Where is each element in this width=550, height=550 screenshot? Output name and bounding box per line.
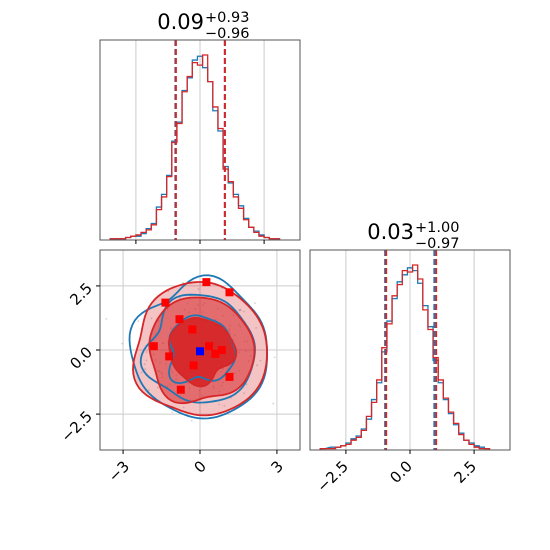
title-plus: +0.93 xyxy=(205,10,249,26)
title-plus: +1.00 xyxy=(415,220,459,236)
red-marker xyxy=(161,298,170,307)
y-tick-label: 2.5 xyxy=(66,279,96,309)
histogram-panel-param2: −2.5 0.0 2.5 0.03 +1.00 −0.97 xyxy=(309,220,511,496)
red-marker xyxy=(149,342,158,351)
x-tick-label: −3 xyxy=(105,457,133,485)
red-marker xyxy=(202,278,211,287)
x-tick-label: 0 xyxy=(191,457,210,476)
quantile-lines xyxy=(384,250,438,450)
x-ticks: −2.5 0.0 2.5 xyxy=(313,450,480,496)
sample-point xyxy=(150,317,153,320)
sample-point xyxy=(243,310,245,313)
sample-point xyxy=(144,368,147,371)
contour-panel: −3 0 3 −2.5 0.0 2.5 xyxy=(58,249,301,486)
panel-title: 0.09 xyxy=(157,10,204,34)
x-ticks: −3 0 3 xyxy=(105,450,287,486)
histogram-step-red xyxy=(109,54,281,240)
sample-point xyxy=(255,327,258,329)
histogram-step-red xyxy=(319,264,491,450)
red-marker xyxy=(225,288,234,297)
blue-contour-line xyxy=(139,293,256,404)
red-marker xyxy=(175,315,184,324)
sample-point xyxy=(238,308,241,311)
title-minus: −0.96 xyxy=(205,26,249,42)
red-contour-line xyxy=(148,296,256,405)
sample-point xyxy=(256,364,258,367)
title-value: 0.09 xyxy=(157,10,204,34)
sample-point xyxy=(245,383,248,386)
red-marker xyxy=(176,385,185,394)
grid xyxy=(345,250,475,450)
sample-point xyxy=(121,342,123,345)
blue-contour-lines xyxy=(128,274,268,420)
sample-point xyxy=(147,389,150,392)
x-ticks xyxy=(135,240,265,244)
sample-point xyxy=(167,290,170,293)
x-tick-label: 2.5 xyxy=(451,457,481,487)
sample-point xyxy=(171,411,174,413)
title-minus: −0.97 xyxy=(415,236,459,252)
sample-point xyxy=(156,386,159,389)
x-tick-label: −2.5 xyxy=(313,457,351,495)
red-marker xyxy=(188,325,197,334)
sample-point xyxy=(182,406,185,409)
red-marker xyxy=(189,361,198,370)
marker-points xyxy=(149,278,234,394)
red-marker xyxy=(165,352,174,361)
panel-title: 0.03 xyxy=(367,220,414,244)
grid xyxy=(135,40,265,240)
red-marker xyxy=(211,349,220,358)
sample-point xyxy=(105,318,108,320)
sample-point xyxy=(197,288,200,290)
red-marker xyxy=(225,372,234,381)
sample-point xyxy=(145,359,148,362)
sample-point xyxy=(190,419,193,422)
quantile-lines xyxy=(174,40,226,240)
sample-point xyxy=(273,356,276,359)
histogram-series xyxy=(319,264,491,450)
sample-point xyxy=(182,281,184,284)
sample-point xyxy=(218,403,221,406)
x-tick-label: 3 xyxy=(267,457,286,476)
sample-point xyxy=(254,302,256,304)
sample-point xyxy=(272,402,275,405)
contour-body xyxy=(105,274,276,422)
sample-point xyxy=(179,297,181,299)
red-marker xyxy=(205,342,213,351)
x-tick-label: 0.0 xyxy=(386,457,416,487)
sample-point xyxy=(140,371,143,374)
title-value: 0.03 xyxy=(367,220,414,244)
blue-contour-line xyxy=(168,314,237,385)
histogram-panel-param1: 0.09 +0.93 −0.96 xyxy=(99,10,301,244)
y-tick-label: −2.5 xyxy=(58,407,96,445)
red-marker xyxy=(217,346,226,354)
sample-point xyxy=(259,359,262,362)
sample-point xyxy=(243,392,246,395)
sample-point xyxy=(223,405,226,407)
sample-point xyxy=(137,320,140,323)
y-ticks: −2.5 0.0 2.5 xyxy=(58,279,100,446)
histogram-series xyxy=(109,54,281,240)
blue-contour-line xyxy=(128,274,268,420)
y-tick-label: 0.0 xyxy=(66,343,96,373)
blue-marker xyxy=(196,347,204,356)
red-contour-line xyxy=(167,316,238,388)
sample-point xyxy=(143,363,146,366)
sample-point xyxy=(145,351,148,353)
